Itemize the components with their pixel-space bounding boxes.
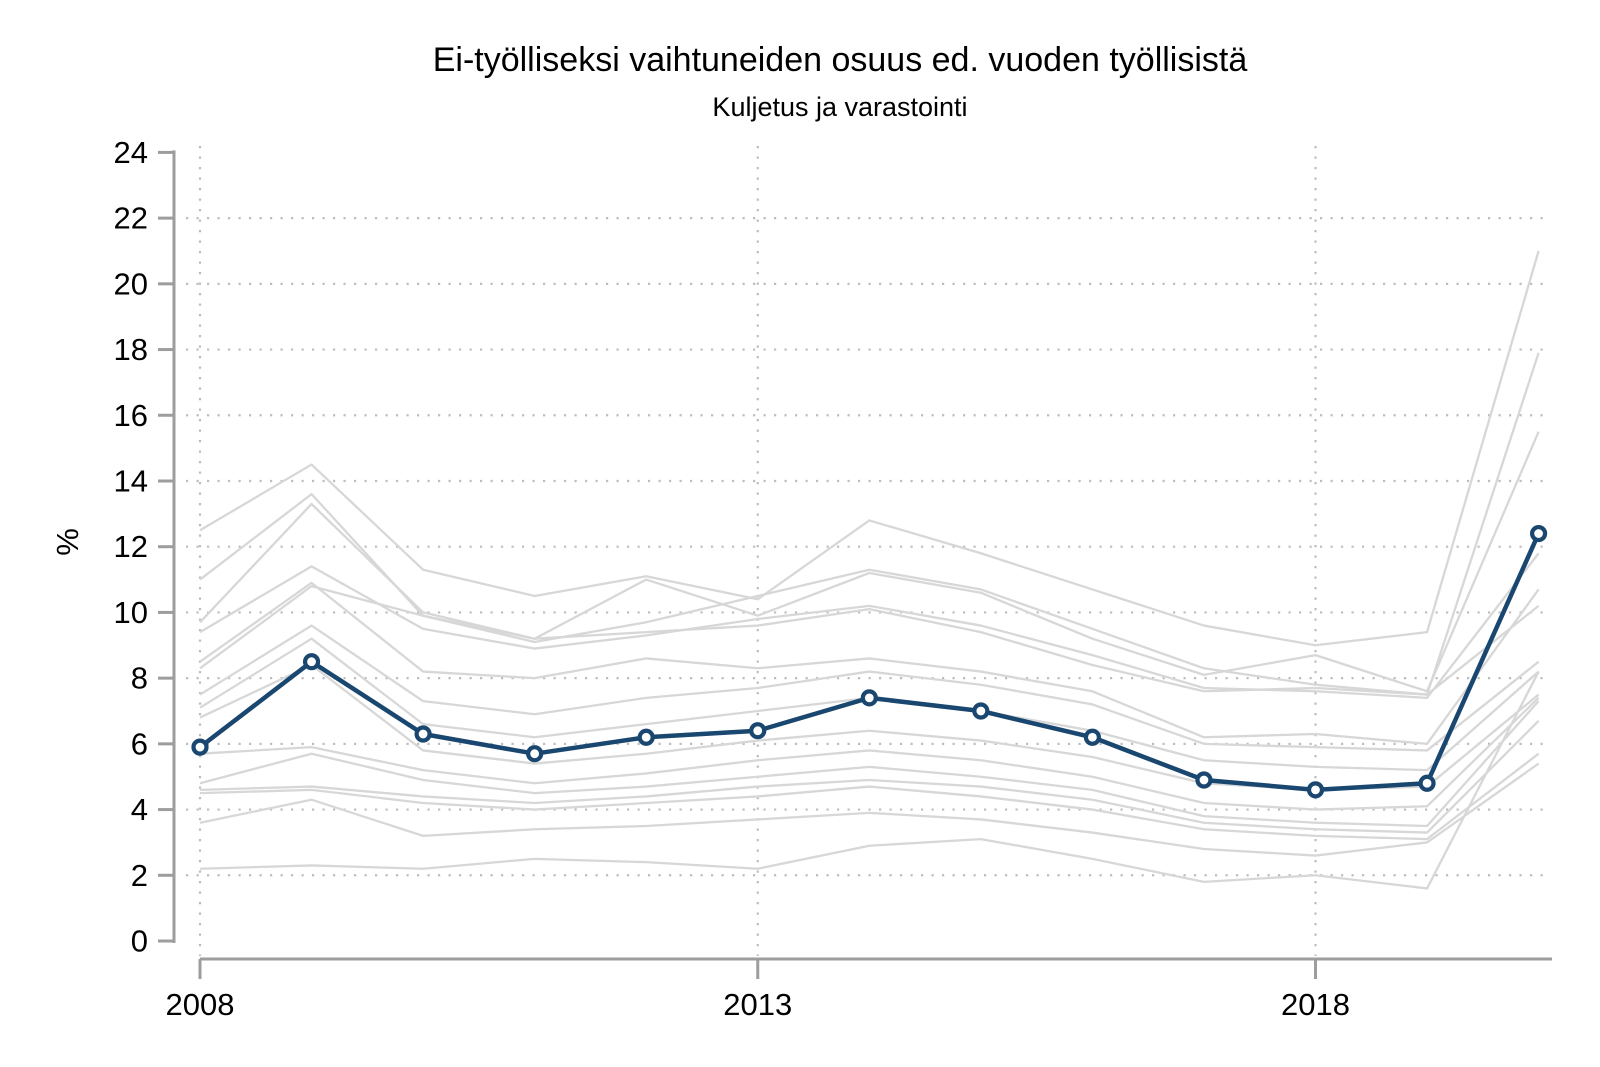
background-series-line <box>199 250 1540 647</box>
data-point-marker <box>1083 728 1102 746</box>
x-tick-label: 2008 <box>166 987 235 1022</box>
data-point-marker <box>1195 771 1213 789</box>
gridlines <box>186 146 1547 956</box>
highlight-series-line <box>191 524 1548 799</box>
y-tick-label: 8 <box>131 661 148 696</box>
data-point-marker <box>637 728 655 746</box>
y-tick-label: 14 <box>114 463 148 498</box>
background-series-line <box>199 663 1540 792</box>
background-series-line <box>199 752 1540 841</box>
y-tick-label: 20 <box>114 266 148 301</box>
data-point-marker <box>414 725 432 743</box>
background-series-lines <box>199 250 1540 890</box>
y-tick-label: 2 <box>131 858 148 893</box>
background-series-line <box>199 552 1540 700</box>
data-point-marker <box>1306 781 1325 799</box>
y-axis-title: % <box>50 528 85 556</box>
data-point-marker <box>1529 524 1548 543</box>
chart-title: Ei-työlliseksi vaihtuneiden osuus ed. vu… <box>432 41 1248 79</box>
axes <box>158 150 1552 979</box>
data-point-marker <box>860 689 878 707</box>
background-series-line <box>199 581 1540 746</box>
chart-subtitle: Kuljetus ja varastointi <box>712 92 968 122</box>
y-tick-label: 16 <box>114 398 148 433</box>
y-tick-label: 22 <box>114 201 148 236</box>
y-tick-label: 18 <box>114 332 148 367</box>
data-point-marker <box>1418 774 1436 792</box>
data-point-marker <box>302 653 321 671</box>
y-tick-label: 6 <box>131 726 148 761</box>
data-point-marker <box>972 702 990 720</box>
y-tick-label: 10 <box>114 595 148 630</box>
y-tick-label: 0 <box>131 924 148 959</box>
y-tick-label: 4 <box>131 792 148 827</box>
data-point-marker <box>191 738 209 756</box>
y-tick-label: 24 <box>114 135 148 170</box>
background-series-line <box>199 720 1540 834</box>
background-series-line <box>199 762 1540 857</box>
x-tick-label: 2013 <box>723 987 792 1022</box>
background-series-line <box>199 624 1540 752</box>
data-point-marker <box>526 745 544 763</box>
x-tick-label: 2018 <box>1281 987 1350 1022</box>
y-tick-label: 12 <box>114 529 148 564</box>
background-series-line <box>199 431 1540 693</box>
background-series-line <box>199 584 1540 696</box>
data-point-marker <box>749 722 767 740</box>
background-series-line <box>199 700 1540 828</box>
background-series-line <box>199 671 1540 890</box>
background-series-line <box>199 697 1540 811</box>
